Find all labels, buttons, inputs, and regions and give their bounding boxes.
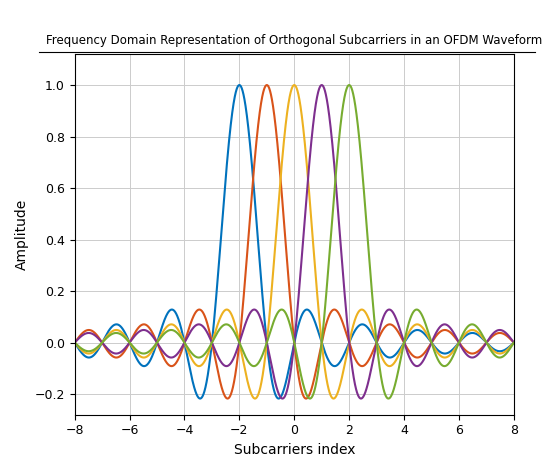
Y-axis label: Amplitude: Amplitude — [15, 199, 29, 270]
X-axis label: Subcarriers index: Subcarriers index — [234, 443, 355, 457]
Text: Frequency Domain Representation of Orthogonal Subcarriers in an OFDM Waveform: Frequency Domain Representation of Ortho… — [46, 34, 543, 47]
